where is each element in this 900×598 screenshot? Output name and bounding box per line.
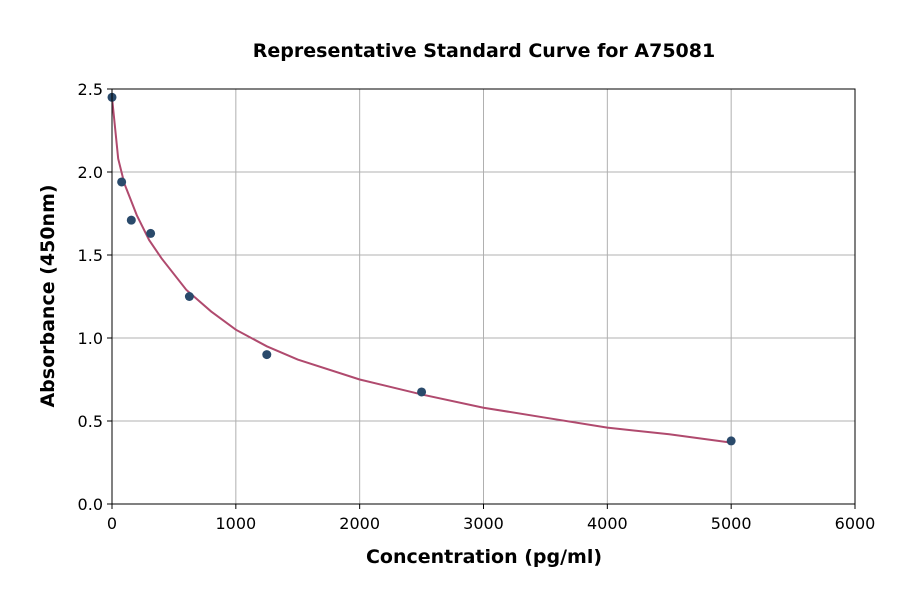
y-tick-label: 1.0 xyxy=(78,329,103,348)
data-point xyxy=(126,215,136,225)
plot-frame xyxy=(111,88,856,505)
y-tick-label: 2.0 xyxy=(78,163,103,182)
data-point xyxy=(184,292,194,301)
data-point xyxy=(417,387,427,397)
x-axis-label: Concentration (pg/ml) xyxy=(366,546,602,568)
x-tick-label: 5000 xyxy=(711,514,752,533)
x-tick-label: 2000 xyxy=(339,514,380,533)
y-tick-label: 0.5 xyxy=(78,412,103,431)
y-tick-label: 1.5 xyxy=(78,246,103,265)
data-point xyxy=(726,436,736,446)
y-tick-label: 2.5 xyxy=(78,80,103,99)
y-axis-label: Absorbance (450nm) xyxy=(37,184,59,407)
x-tick-label: 1000 xyxy=(215,514,256,533)
x-tick-label: 4000 xyxy=(587,514,628,533)
data-point xyxy=(146,228,156,238)
fit-curve xyxy=(111,97,732,444)
data-point xyxy=(117,177,127,187)
data-point xyxy=(262,350,272,360)
chart-title: Representative Standard Curve for A75081 xyxy=(253,40,715,62)
x-tick-label: 6000 xyxy=(835,514,876,533)
y-tick-label: 0.0 xyxy=(78,495,103,514)
x-tick-label: 0 xyxy=(107,514,117,533)
x-tick-label: 3000 xyxy=(463,514,504,533)
